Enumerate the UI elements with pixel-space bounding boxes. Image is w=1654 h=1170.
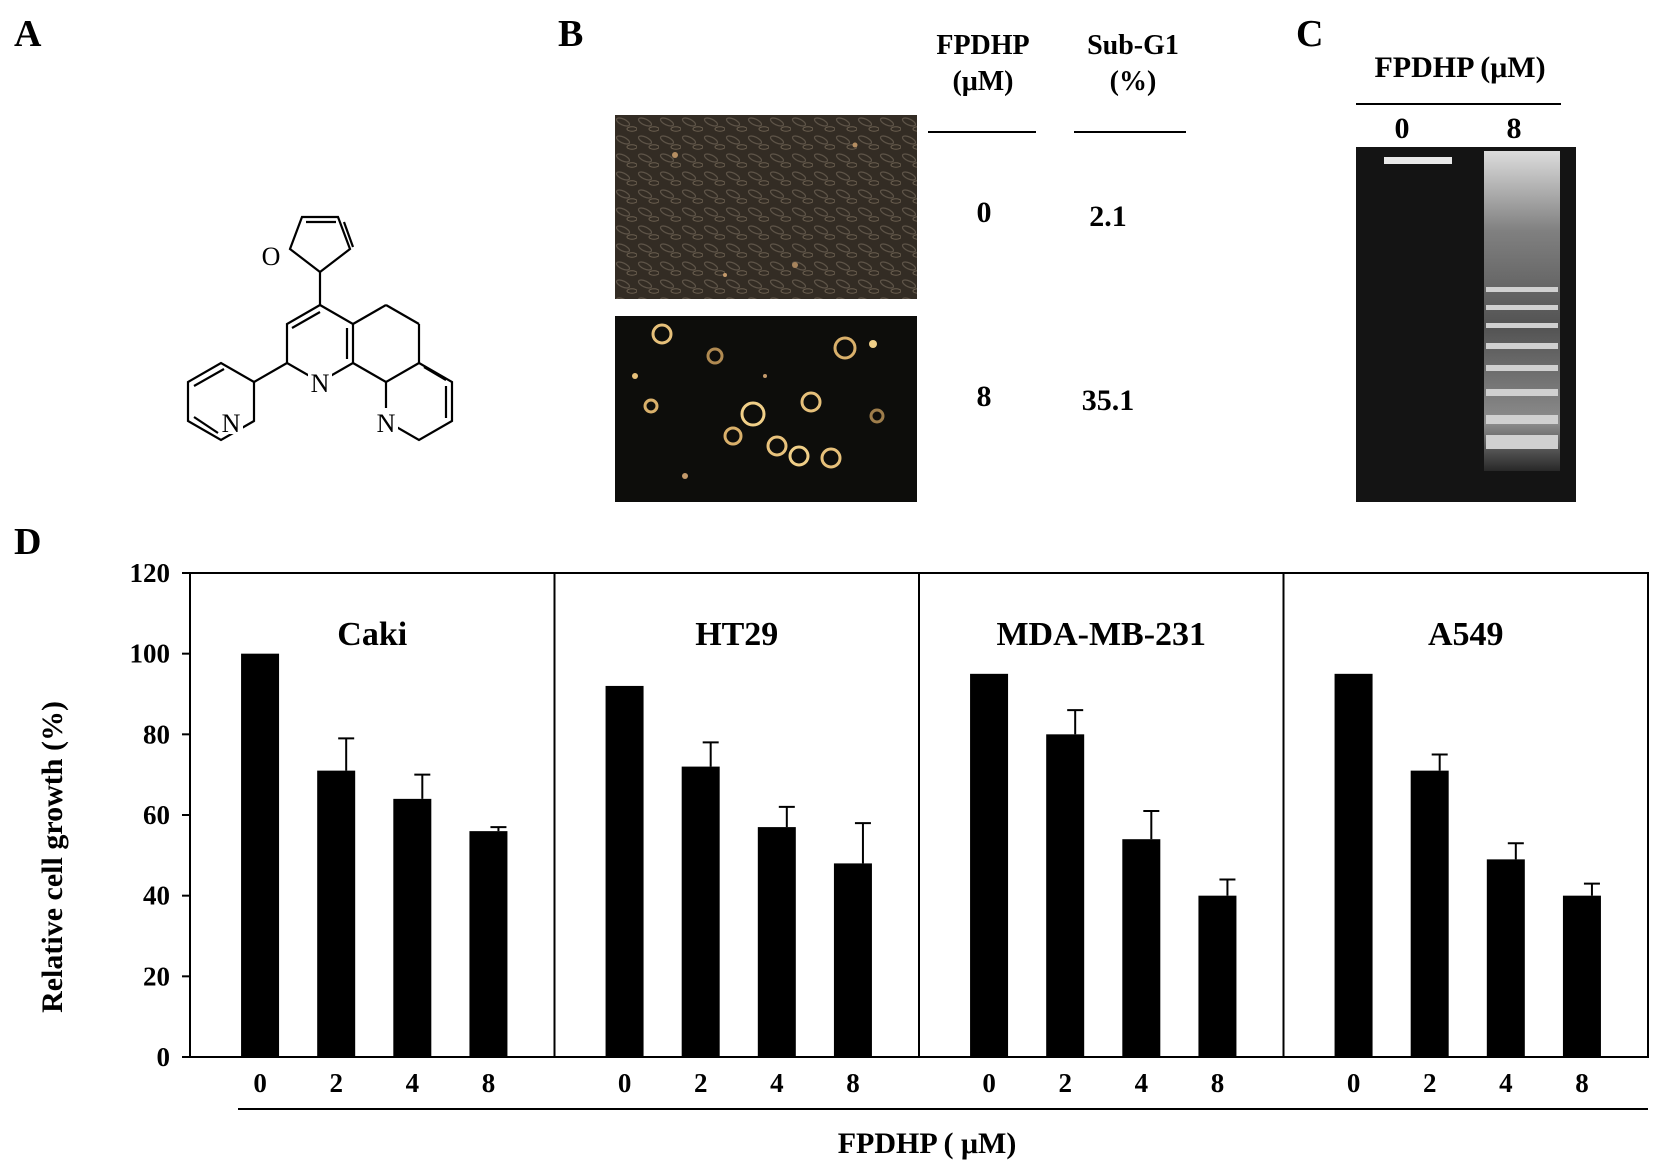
x-tick-label: 0: [1347, 1068, 1361, 1098]
x-tick-label: 2: [329, 1068, 343, 1098]
panel-letter-c: C: [1296, 13, 1324, 55]
gel-image: [1356, 147, 1576, 502]
x-tick-label: 0: [253, 1068, 267, 1098]
micrograph-control-image: [615, 115, 917, 299]
x-axis-label: FPDHP ( μM): [838, 1127, 1017, 1160]
x-tick-label: 4: [770, 1068, 784, 1098]
bar: [1198, 895, 1237, 1057]
x-tick-label: 8: [846, 1068, 860, 1098]
x-tick-label: 4: [406, 1068, 420, 1098]
bar: [1046, 734, 1085, 1057]
micrograph-control: [615, 115, 917, 299]
y-tick-label: 100: [130, 639, 171, 669]
y-tick-label: 20: [143, 961, 170, 991]
group-title: MDA-MB-231: [996, 616, 1206, 653]
x-tick-label: 2: [1423, 1068, 1437, 1098]
panel-letter-b: B: [558, 13, 584, 55]
gel-lane-label: 8: [1506, 112, 1522, 145]
table-cell-subg1: 35.1: [1081, 384, 1135, 417]
y-axis-label: Relative cell growth (%): [36, 701, 69, 1013]
bar: [1410, 770, 1449, 1057]
chemical-structure: O N N N: [186, 215, 454, 442]
table-rule-subg1: [1074, 131, 1186, 133]
y-tick-label: 0: [157, 1042, 171, 1072]
chart-groups: Caki 0 2 4 8 HT29 0 2 4 8 MDA-MB-231 0 2 4 8 A549 0 2 4 8: [241, 573, 1601, 1098]
table-cell-subg1: 2.1: [1089, 200, 1127, 233]
bar: [393, 798, 432, 1057]
bar: [681, 766, 720, 1057]
table-header-subg1: Sub-G1 (%): [1068, 28, 1198, 100]
bar: [1562, 895, 1601, 1057]
table-header-subg1-line2: (%): [1109, 66, 1157, 97]
y-axis-ticks: 0 20 40 60 80 100 120: [130, 558, 190, 1072]
table-cell-dose: 8: [976, 380, 992, 413]
x-tick-label: 0: [618, 1068, 632, 1098]
table-header-subg1-line1: Sub-G1: [1087, 30, 1179, 61]
atom-label-nitrogen: N: [377, 409, 396, 438]
y-tick-label: 60: [143, 800, 170, 830]
group-title: Caki: [337, 616, 407, 653]
x-tick-label: 4: [1135, 1068, 1149, 1098]
atom-label-nitrogen: N: [311, 369, 330, 398]
bar: [605, 685, 644, 1057]
x-tick-label: 2: [694, 1068, 708, 1098]
bar: [1122, 839, 1161, 1057]
y-tick-label: 40: [143, 881, 170, 911]
bar: [833, 863, 872, 1057]
bar: [757, 827, 796, 1057]
gel-header: FPDHP (μM): [1374, 51, 1546, 84]
x-tick-label: 4: [1499, 1068, 1513, 1098]
micrograph-treated-image: [632, 323, 885, 479]
panel-letter-d: D: [14, 521, 42, 563]
y-tick-label: 80: [143, 719, 170, 749]
bar: [970, 673, 1009, 1057]
group-title: HT29: [695, 616, 778, 653]
atom-label-oxygen: O: [262, 242, 281, 271]
x-tick-label: 8: [1211, 1068, 1225, 1098]
x-tick-label: 0: [982, 1068, 996, 1098]
group-title: A549: [1428, 616, 1504, 653]
table-cell-dose: 0: [976, 196, 992, 229]
bar: [469, 831, 508, 1057]
atom-label-nitrogen: N: [222, 409, 241, 438]
bar: [1486, 859, 1525, 1057]
bar: [317, 770, 356, 1057]
bar: [1334, 673, 1373, 1057]
micrograph-treated: [615, 316, 917, 502]
x-tick-label: 8: [482, 1068, 496, 1098]
table-header-dose-line1: FPDHP: [936, 30, 1030, 61]
bar: [241, 653, 280, 1057]
table-rule-dose: [928, 131, 1036, 133]
gel-header-rule: [1356, 103, 1561, 105]
table-header-dose: FPDHP (μM): [918, 28, 1048, 100]
table-header-dose-line2: (μM): [952, 66, 1014, 97]
x-tick-label: 8: [1575, 1068, 1589, 1098]
panel-letter-a: A: [14, 13, 42, 55]
x-tick-label: 2: [1058, 1068, 1072, 1098]
gel-lane-label: 0: [1394, 112, 1410, 145]
y-tick-label: 120: [130, 558, 171, 588]
